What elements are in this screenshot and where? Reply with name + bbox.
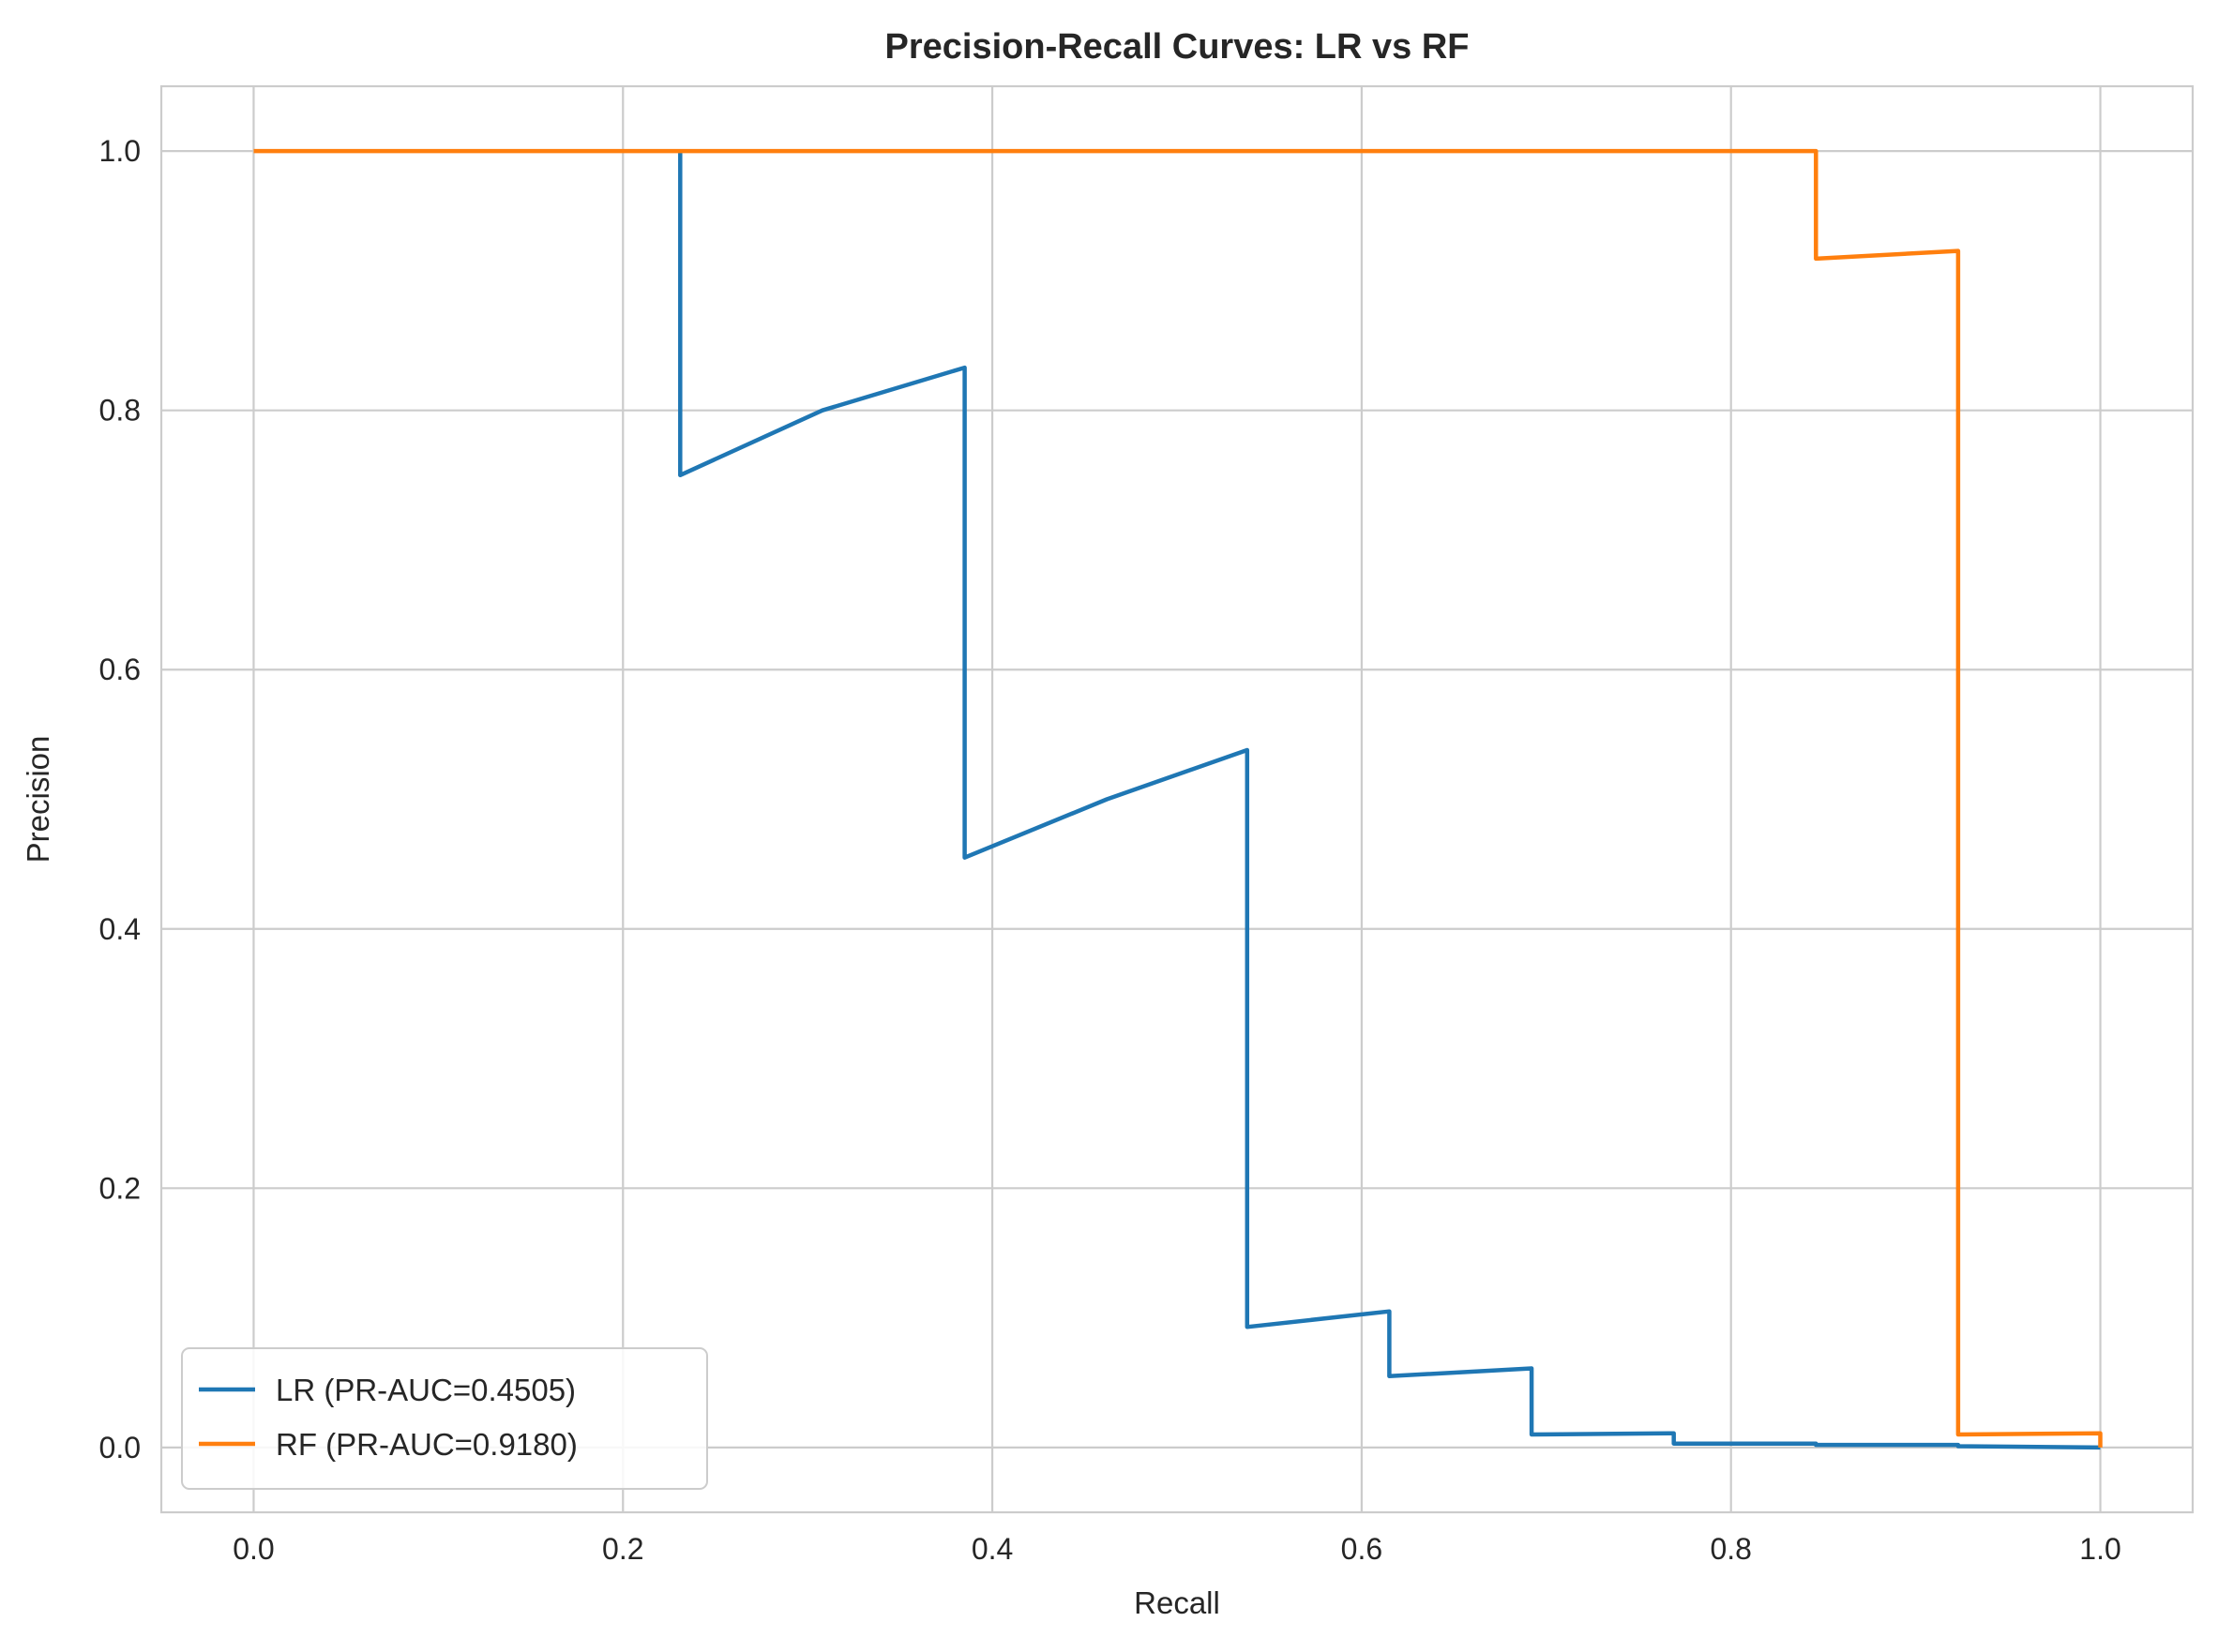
series-line bbox=[678, 151, 2101, 1450]
series-line bbox=[253, 148, 2103, 1448]
y-axis-label: Precision bbox=[21, 736, 55, 864]
series-layer bbox=[253, 148, 2103, 1450]
x-axis-label: Recall bbox=[1134, 1585, 1220, 1620]
y-tick-label: 1.0 bbox=[99, 134, 141, 168]
x-tick-label: 0.6 bbox=[1341, 1532, 1382, 1566]
legend: LR (PR-AUC=0.4505) RF (PR-AUC=0.9180) bbox=[181, 1347, 708, 1490]
x-axis-ticks: 0.0 0.2 0.4 0.6 0.8 1.0 bbox=[233, 1532, 2121, 1566]
legend-items: LR (PR-AUC=0.4505) RF (PR-AUC=0.9180) bbox=[199, 1373, 578, 1462]
x-tick-label: 0.4 bbox=[972, 1532, 1013, 1566]
y-axis-ticks: 0.0 0.2 0.4 0.6 0.8 1.0 bbox=[99, 134, 141, 1464]
legend-box bbox=[181, 1347, 708, 1490]
legend-label: LR (PR-AUC=0.4505) bbox=[276, 1373, 576, 1407]
x-tick-label: 0.0 bbox=[233, 1532, 274, 1566]
x-tick-label: 0.2 bbox=[602, 1532, 643, 1566]
y-tick-label: 0.2 bbox=[99, 1171, 141, 1205]
plot-area bbox=[159, 84, 2195, 1514]
y-tick-label: 0.4 bbox=[99, 912, 141, 946]
x-tick-label: 1.0 bbox=[2079, 1532, 2120, 1566]
y-tick-label: 0.8 bbox=[99, 394, 141, 428]
y-tick-label: 0.6 bbox=[99, 653, 141, 686]
x-tick-label: 0.8 bbox=[1710, 1532, 1751, 1566]
legend-label: RF (PR-AUC=0.9180) bbox=[276, 1427, 578, 1462]
y-tick-label: 0.0 bbox=[99, 1431, 141, 1464]
chart-title: Precision-Recall Curves: LR vs RF bbox=[885, 27, 1470, 67]
